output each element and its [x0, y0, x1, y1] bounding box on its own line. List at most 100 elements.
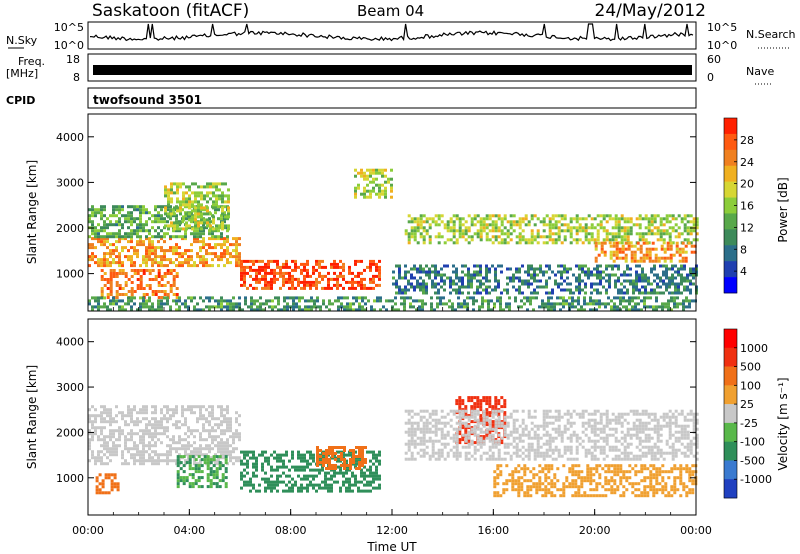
- velocity-cell: [261, 468, 264, 472]
- power-cell: [176, 209, 179, 213]
- power-cell: [509, 276, 512, 280]
- power-cell: [214, 205, 217, 209]
- power-cell: [136, 229, 139, 233]
- power-cell: [97, 264, 100, 268]
- power-cell: [294, 259, 297, 263]
- power-cell: [413, 232, 417, 236]
- velocity-cell: [518, 448, 522, 452]
- power-cell: [460, 305, 463, 309]
- velocity-cell: [551, 457, 555, 461]
- velocity-cell: [229, 426, 232, 430]
- power-cell: [632, 282, 635, 286]
- power-cell: [536, 273, 539, 277]
- power-cell: [431, 270, 434, 274]
- velocity-cell: [270, 474, 273, 478]
- power-cell: [100, 229, 103, 233]
- power-cell: [566, 226, 570, 230]
- velocity-cell: [232, 447, 235, 451]
- velocity-cell: [348, 468, 351, 472]
- power-cell: [375, 283, 378, 287]
- velocity-cell: [91, 450, 94, 454]
- power-cell: [547, 296, 550, 300]
- power-cell: [342, 274, 345, 278]
- power-cell: [94, 226, 97, 230]
- velocity-cell: [157, 453, 160, 457]
- velocity-cell: [503, 430, 507, 434]
- power-cell: [461, 291, 464, 295]
- power-cell: [130, 246, 133, 250]
- power-cell: [440, 276, 443, 280]
- power-cell: [214, 255, 217, 259]
- velocity-cell: [560, 415, 564, 419]
- velocity-cell: [199, 459, 202, 463]
- power-cell: [551, 232, 555, 236]
- power-cell: [319, 305, 322, 309]
- velocity-cell: [309, 468, 312, 472]
- power-cell: [221, 212, 224, 216]
- velocity-cell: [110, 482, 114, 486]
- power-cell: [452, 229, 456, 233]
- velocity-cell: [434, 430, 438, 434]
- velocity-cell: [566, 421, 570, 425]
- power-cell: [464, 232, 468, 236]
- velocity-cell: [297, 468, 300, 472]
- velocity-cell: [95, 479, 99, 483]
- velocity-cell: [557, 418, 561, 422]
- power-cell: [184, 214, 187, 218]
- power-cell: [339, 259, 342, 263]
- power-cell: [373, 308, 376, 312]
- velocity-cell: [142, 456, 145, 460]
- velocity-cell: [285, 453, 288, 457]
- velocity-cell: [118, 444, 121, 448]
- velocity-cell: [497, 402, 501, 406]
- power-cell: [170, 188, 173, 192]
- power-cell: [536, 241, 540, 245]
- power-cell: [410, 282, 413, 286]
- power-cell: [229, 299, 232, 303]
- velocity-cell: [500, 457, 504, 461]
- power-cell: [415, 308, 418, 312]
- velocity-cell: [428, 421, 432, 425]
- velocity-cell: [172, 447, 175, 451]
- velocity-cell: [142, 441, 145, 445]
- power-cell: [452, 223, 456, 227]
- power-cell: [148, 255, 151, 259]
- velocity-cell: [494, 405, 498, 409]
- power-cell: [321, 274, 324, 278]
- power-cell: [512, 223, 516, 227]
- power-cell: [659, 276, 662, 280]
- power-cell: [569, 267, 572, 271]
- power-cell: [581, 270, 584, 274]
- velocity-cell: [217, 417, 220, 421]
- power-cell: [157, 211, 160, 215]
- velocity-cell: [340, 455, 343, 458]
- velocity-cell: [509, 454, 513, 458]
- power-cell: [130, 232, 133, 236]
- velocity-cell: [255, 465, 258, 469]
- velocity-cell: [178, 441, 181, 445]
- velocity-cell: [536, 433, 540, 437]
- power-cell: [151, 293, 155, 296]
- velocity-cell: [500, 421, 504, 425]
- velocity-cell: [521, 457, 525, 461]
- velocity-cell: [533, 448, 537, 452]
- velocity-cell: [503, 451, 507, 455]
- power-cell: [354, 195, 357, 199]
- power-cell: [654, 247, 658, 251]
- velocity-cell: [443, 415, 447, 419]
- power-cell: [318, 265, 321, 269]
- power-cell: [647, 217, 651, 221]
- power-cell: [605, 238, 609, 242]
- velocity-cell: [375, 459, 378, 463]
- power-cell: [659, 291, 662, 295]
- power-cell: [240, 277, 243, 281]
- power-cell: [647, 229, 651, 233]
- velocity-cell: [375, 465, 378, 469]
- velocity-cell: [563, 427, 567, 431]
- power-cell: [217, 299, 220, 303]
- velocity-cell: [431, 412, 435, 416]
- velocity-cell: [185, 461, 189, 465]
- power-cell: [590, 270, 593, 274]
- velocity-cell: [512, 445, 516, 449]
